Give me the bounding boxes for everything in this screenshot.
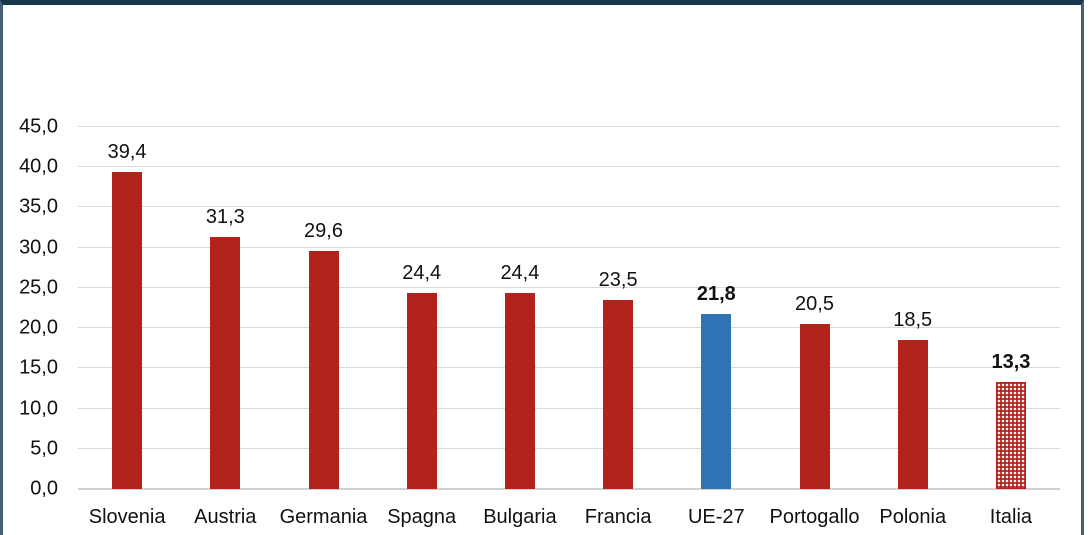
bar-ue-27 <box>701 313 732 489</box>
bar-bulgaria <box>504 292 535 489</box>
bar-slot-polonia: 18,5 <box>864 127 962 489</box>
gridline-30,0 <box>78 246 1060 248</box>
y-tick-label: 5,0 <box>30 437 58 460</box>
y-tick-label: 40,0 <box>19 155 58 178</box>
y-tick-label: 0,0 <box>30 477 58 500</box>
value-label-francia: 23,5 <box>598 268 638 291</box>
bar-slot-portogallo: 20,5 <box>765 127 863 489</box>
value-label-austria: 31,3 <box>205 206 245 229</box>
bar-slot-bulgaria: 24,4 <box>471 127 569 489</box>
x-axis: Slovenia Austria Germania Spagna Bulgaria Fra… <box>78 506 1060 529</box>
x-tick-label-austria: Austria <box>194 506 257 528</box>
bar-slot-spagna: 24,4 <box>373 127 471 489</box>
y-tick-label: 10,0 <box>19 397 58 420</box>
bar-spagna <box>406 292 437 489</box>
plot-area: 39,4 31,3 29,6 24,4 24,4 23,5 21,8 20,5 18,5 13,3 <box>78 126 1060 490</box>
gridline-40,0 <box>78 166 1060 168</box>
y-tick-label: 30,0 <box>19 236 58 259</box>
x-tick-label-bulgaria: Bulgaria <box>483 506 557 528</box>
bar-portogallo <box>799 324 830 489</box>
bar-austria <box>210 237 241 489</box>
bar-francia <box>603 299 634 489</box>
x-axis-line <box>78 488 1060 490</box>
y-tick-label: 35,0 <box>19 195 58 218</box>
bar-slovenia <box>112 172 143 489</box>
value-label-spagna: 24,4 <box>402 261 442 284</box>
y-tick-label: 45,0 <box>19 115 58 138</box>
value-label-portogallo: 20,5 <box>795 293 834 316</box>
x-tick-label-francia: Francia <box>584 506 652 528</box>
gridline-25,0 <box>78 286 1060 288</box>
bar-slot-francia: 23,5 <box>569 127 667 489</box>
gridline-45,0 <box>78 126 1060 127</box>
value-label-ue-27: 21,8 <box>696 282 736 305</box>
bar-slot-austria: 31,3 <box>176 127 274 489</box>
bar-series: 39,4 31,3 29,6 24,4 24,4 23,5 21,8 20,5 18,5 13,3 <box>78 127 1060 489</box>
gridline-35,0 <box>78 206 1060 208</box>
bar-slot-italia: 13,3 <box>962 127 1060 489</box>
bar-slot-germania: 29,6 <box>274 127 372 489</box>
x-tick-label-portogallo: Portogallo <box>769 506 860 528</box>
x-tick-label-germania: Germania <box>279 506 368 528</box>
x-tick-label-spagna: Spagna <box>387 506 457 528</box>
x-tick-label-slovenia: Slovenia <box>88 506 166 528</box>
y-tick-label: 20,0 <box>19 316 58 339</box>
value-label-polonia: 18,5 <box>893 309 933 332</box>
gridline-5,0 <box>78 447 1060 449</box>
bar-slot-slovenia: 39,4 <box>78 127 176 489</box>
gridline-10,0 <box>78 407 1060 409</box>
value-label-germania: 29,6 <box>304 219 343 242</box>
bar-germania <box>308 250 339 489</box>
y-axis: 0,0 5,0 10,0 15,0 20,0 25,0 30,0 35,0 40,0 45,0 <box>0 116 58 500</box>
value-label-bulgaria: 24,4 <box>500 261 540 284</box>
y-tick-label: 15,0 <box>19 356 58 379</box>
x-tick-label-italia: Italia <box>989 506 1033 528</box>
y-tick-label: 25,0 <box>19 276 58 299</box>
gridline-20,0 <box>78 327 1060 329</box>
bar-italia <box>995 382 1026 489</box>
value-label-italia: 13,3 <box>991 351 1031 374</box>
bar-polonia <box>897 340 928 489</box>
x-tick-label-ue-27: UE-27 <box>687 506 745 528</box>
bar-slot-ue-27: 21,8 <box>667 127 765 489</box>
gridline-15,0 <box>78 367 1060 369</box>
x-tick-label-polonia: Polonia <box>879 506 947 528</box>
value-label-slovenia: 39,4 <box>107 141 147 164</box>
